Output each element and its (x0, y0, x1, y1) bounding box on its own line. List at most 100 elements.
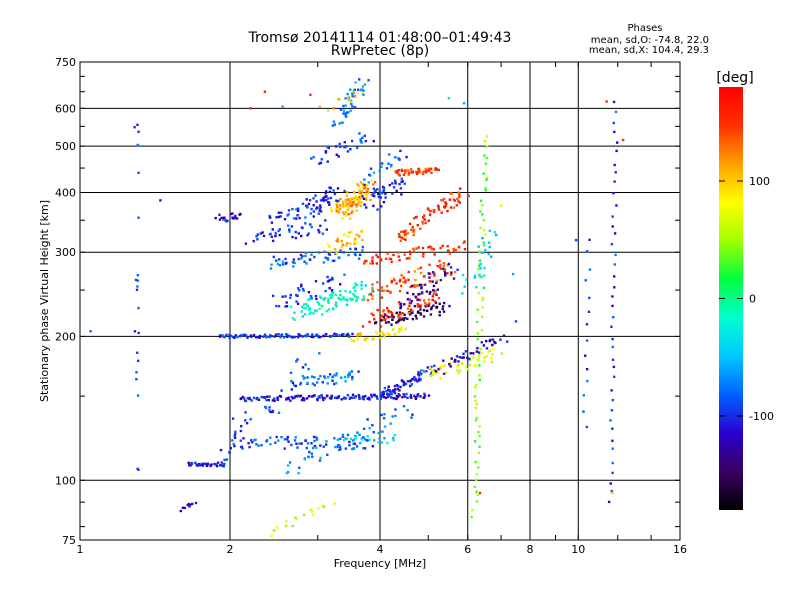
data-point (483, 140, 487, 143)
data-point (291, 207, 294, 211)
data-point (286, 471, 290, 474)
data-point (373, 194, 376, 198)
data-point (456, 365, 459, 368)
data-point (189, 503, 192, 506)
data-point (360, 201, 363, 204)
data-point (222, 218, 225, 221)
data-point (312, 197, 315, 200)
data-point (350, 204, 353, 208)
data-point (457, 360, 460, 363)
data-point (384, 257, 388, 260)
data-point (310, 335, 313, 338)
data-point (339, 207, 342, 210)
data-point (441, 199, 444, 202)
data-point (397, 169, 400, 172)
data-point (290, 225, 294, 228)
data-point (398, 280, 402, 283)
data-point (314, 294, 318, 298)
data-point (307, 455, 310, 458)
data-point (392, 253, 395, 257)
data-point (611, 304, 614, 308)
data-point (311, 446, 315, 450)
data-point (277, 411, 281, 414)
data-point (244, 411, 247, 414)
data-point (449, 365, 452, 368)
data-point (206, 462, 210, 465)
data-point (407, 169, 410, 172)
data-point (347, 111, 350, 114)
data-point (435, 281, 438, 284)
data-point (390, 260, 393, 264)
data-point (409, 393, 413, 397)
data-point (334, 293, 337, 297)
data-point (335, 374, 338, 377)
data-point (295, 294, 298, 297)
data-point (371, 183, 375, 186)
data-point (424, 221, 427, 225)
data-point (326, 382, 329, 385)
data-point (304, 363, 307, 366)
data-point (89, 330, 92, 333)
data-point (336, 187, 340, 190)
data-point (302, 289, 305, 292)
data-point (268, 395, 271, 398)
data-point (385, 396, 388, 400)
data-point (325, 309, 328, 313)
data-point (262, 234, 266, 238)
data-point (296, 207, 300, 210)
data-point (293, 335, 297, 339)
data-point (327, 308, 331, 311)
data-point (285, 305, 289, 308)
data-point (428, 366, 432, 370)
data-point (270, 534, 273, 538)
data-point (341, 121, 344, 124)
data-point (382, 309, 386, 312)
data-point (364, 186, 367, 189)
data-point (294, 384, 297, 388)
data-point (319, 456, 322, 460)
data-point (419, 395, 422, 398)
data-point (354, 81, 357, 84)
data-point (473, 485, 477, 488)
data-point (368, 320, 371, 324)
data-point (435, 279, 439, 282)
data-point (343, 212, 346, 216)
data-point (306, 442, 310, 445)
data-point (296, 209, 300, 213)
data-point (398, 394, 401, 397)
data-point (354, 282, 357, 285)
data-point (291, 235, 294, 239)
data-point (416, 394, 419, 397)
data-point (294, 436, 297, 439)
data-point (382, 186, 386, 190)
data-point (280, 333, 284, 336)
data-point (357, 257, 361, 260)
data-point (263, 333, 267, 336)
y-tick-label: 75 (62, 534, 76, 547)
data-point (326, 201, 330, 204)
data-point (474, 364, 477, 367)
data-point (269, 232, 272, 236)
data-point (179, 509, 182, 513)
data-point (356, 431, 359, 434)
data-point (368, 438, 371, 441)
data-point (404, 233, 407, 237)
data-point (430, 246, 433, 249)
data-point (301, 396, 305, 400)
data-point (279, 336, 282, 339)
data-point (229, 447, 232, 450)
data-point (183, 506, 186, 510)
data-point (613, 263, 616, 266)
data-point (314, 194, 317, 197)
data-point (367, 396, 371, 400)
data-point (325, 440, 328, 443)
data-point (388, 333, 391, 337)
data-point (300, 398, 304, 402)
data-point (309, 212, 312, 215)
data-point (277, 211, 281, 214)
data-point (455, 204, 459, 207)
data-point (385, 390, 388, 393)
data-point (299, 253, 303, 257)
data-point (506, 340, 509, 343)
data-point (324, 289, 327, 293)
